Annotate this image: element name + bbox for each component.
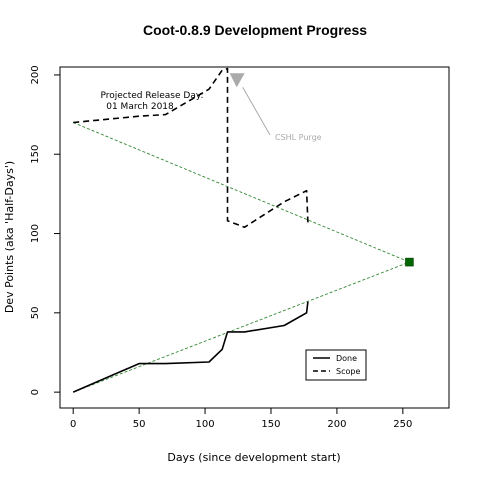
- x-axis-label: Days (since development start): [167, 451, 340, 464]
- y-tick-label: 100: [30, 224, 41, 243]
- x-tick-label: 50: [133, 419, 146, 430]
- legend: Done Scope: [305, 349, 367, 381]
- purge-arrowhead: [229, 73, 245, 88]
- x-axis: 0 50 100 150 200 250: [70, 408, 412, 430]
- projection-line-2: [73, 261, 410, 393]
- x-tick-label: 0: [70, 419, 76, 430]
- y-tick-label: 200: [30, 65, 41, 84]
- projection-line-1: [73, 122, 410, 263]
- purge-annotation-label: CSHL Purge: [275, 133, 322, 142]
- series-scope-line: [73, 67, 309, 228]
- legend-scope-label: Scope: [336, 367, 360, 376]
- x-tick-label: 200: [327, 419, 346, 430]
- projection-lines: [73, 122, 410, 393]
- x-tick-label: 250: [393, 419, 412, 430]
- y-tick-label: 50: [30, 306, 41, 319]
- release-note-line2: 01 March 2018: [106, 102, 174, 112]
- plot-frame: [59, 66, 450, 409]
- x-tick-label: 100: [196, 419, 215, 430]
- legend-done-label: Done: [336, 354, 357, 363]
- legend-box: [305, 349, 367, 381]
- series-done-line: [72, 301, 309, 393]
- y-tick-label: 0: [30, 389, 41, 395]
- series-lines: [72, 67, 309, 393]
- purge-arrow-line: [242, 87, 271, 136]
- y-tick-label: 150: [30, 145, 41, 164]
- annotations: [229, 73, 414, 267]
- chart-title: Coot-0.8.9 Development Progress: [143, 22, 367, 38]
- y-axis-label: Dev Points (aka 'Half-Days'): [3, 161, 16, 313]
- release-note-line1: Projected Release Day:: [100, 91, 203, 101]
- release-marker: [405, 257, 414, 267]
- x-tick-label: 150: [261, 419, 280, 430]
- y-axis: 0 50 100 150 200: [30, 65, 60, 395]
